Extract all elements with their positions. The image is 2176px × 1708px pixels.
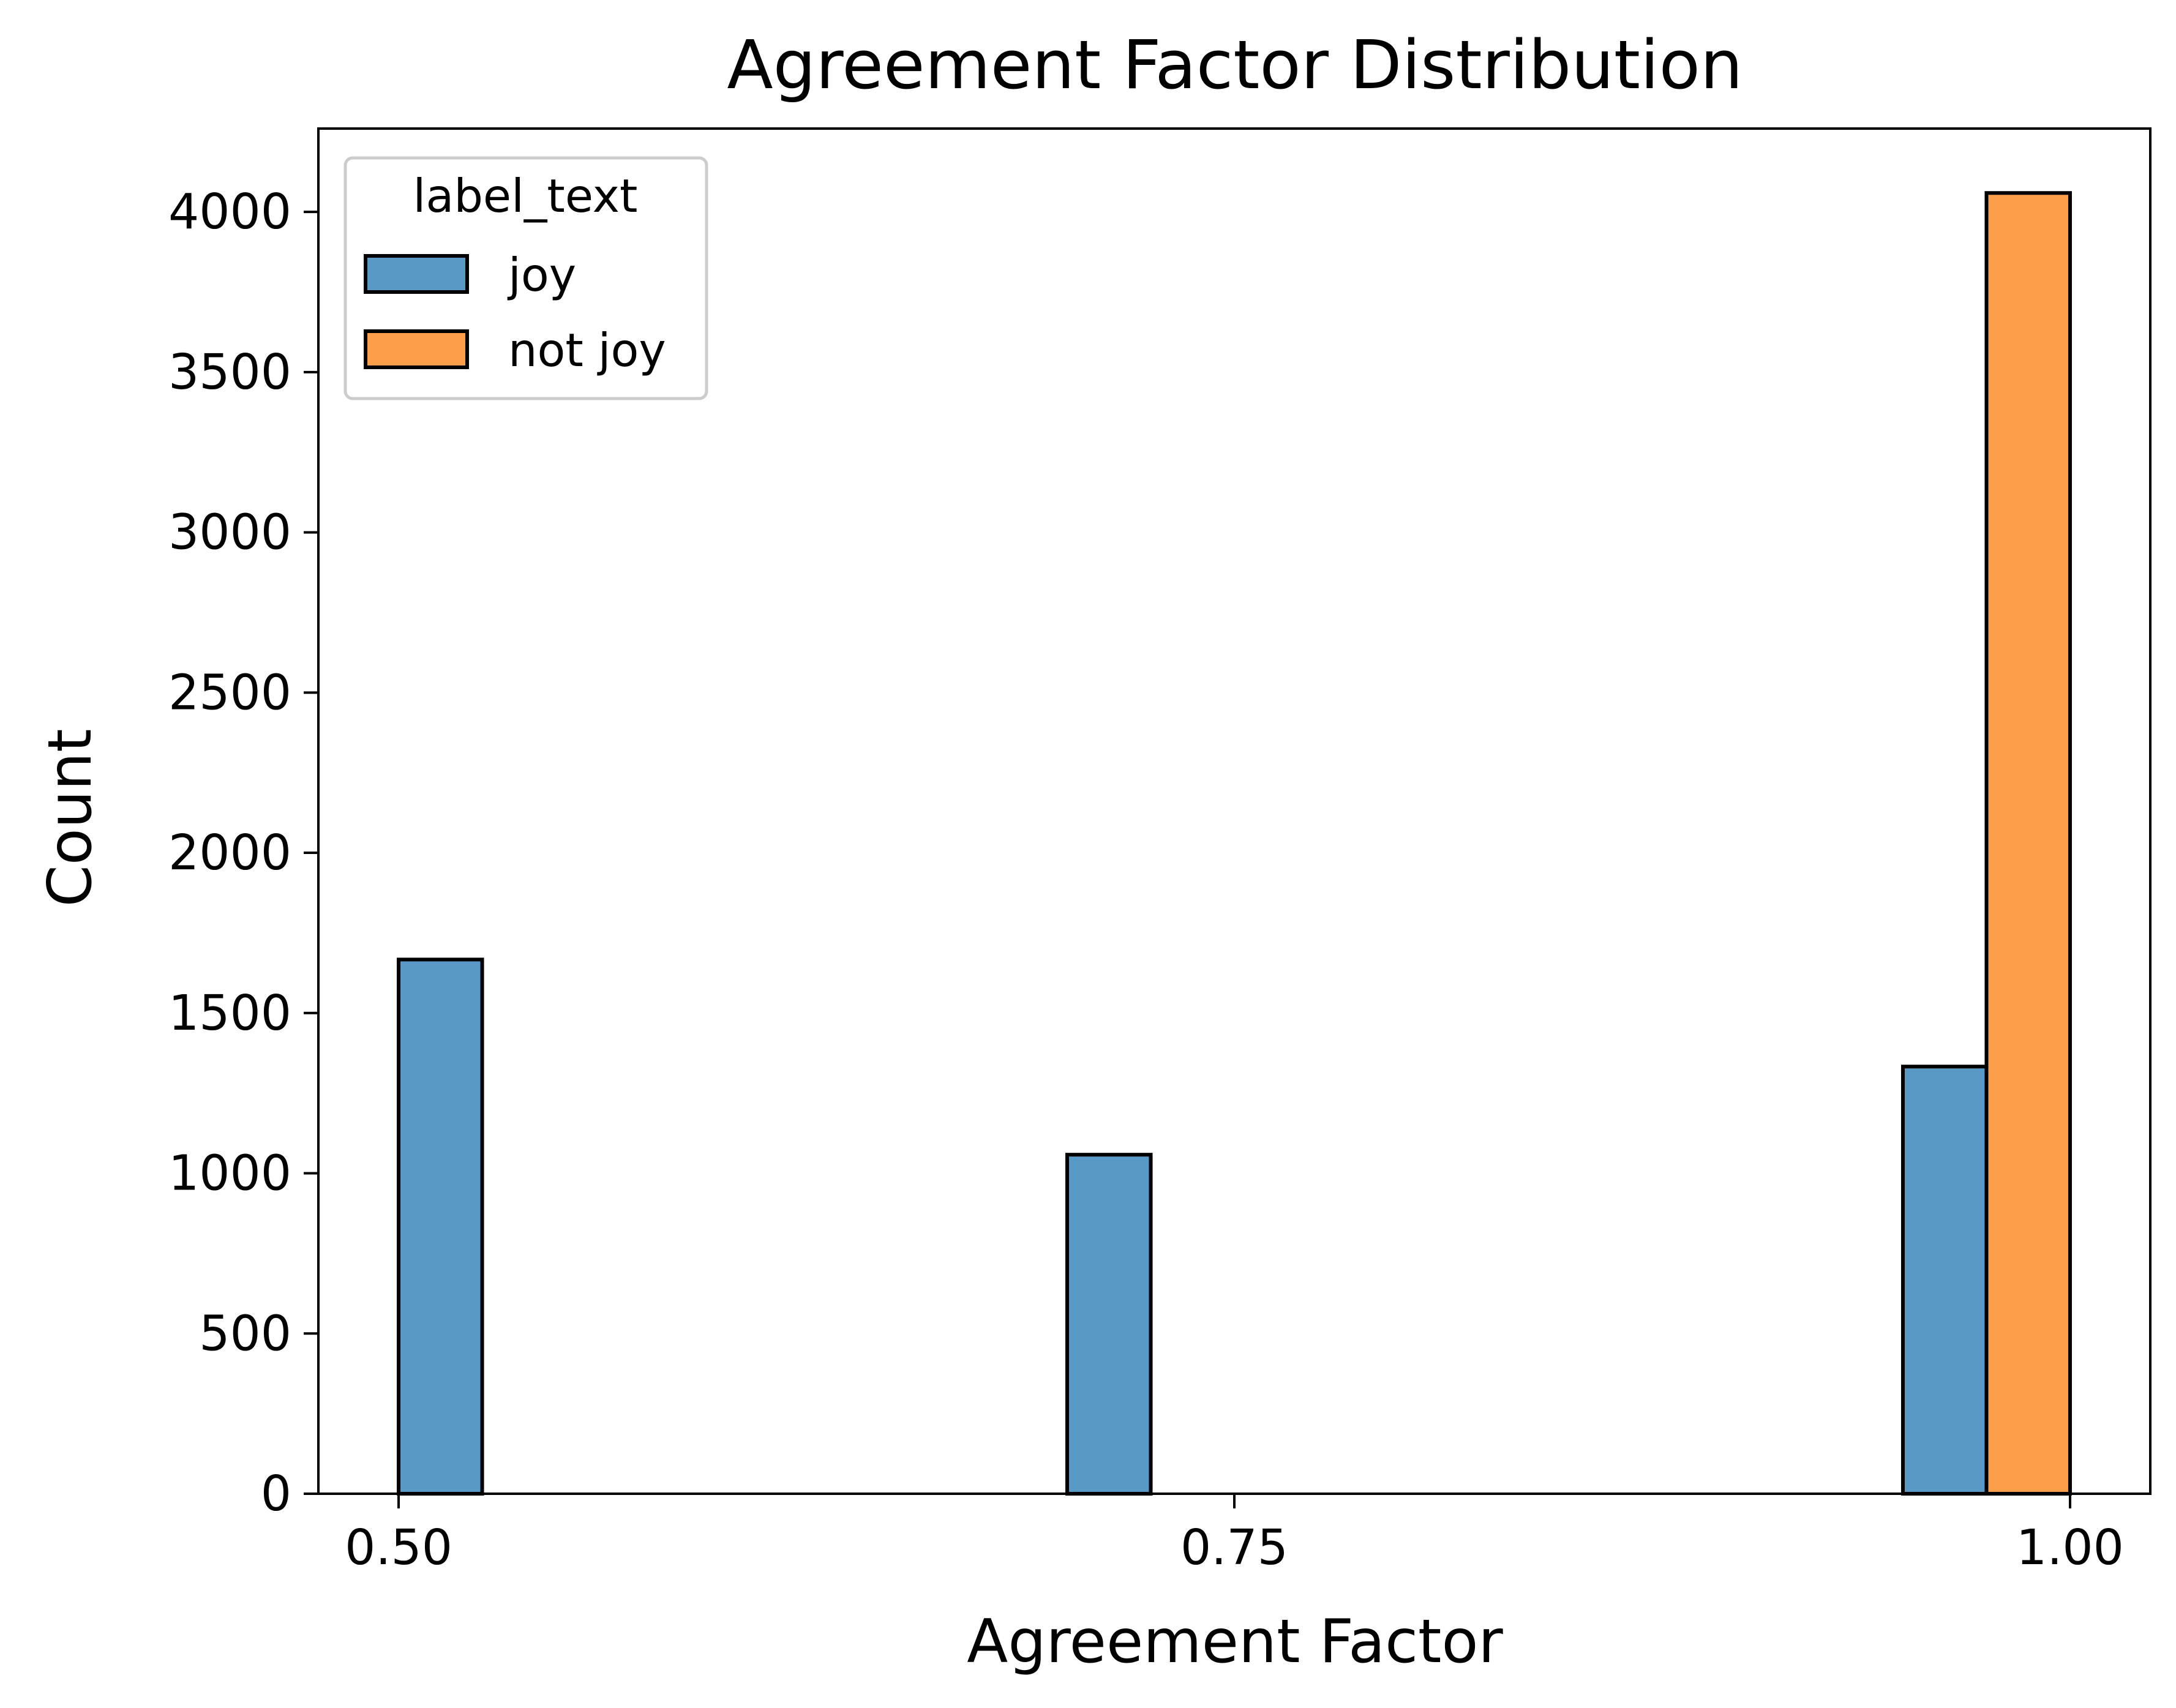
legend-label-joy: joy [507,248,576,302]
y-tick-label: 500 [199,1305,291,1362]
bar-joy-1 [1065,1153,1153,1496]
y-tick-label: 4000 [168,184,291,240]
y-axis-label: Count [36,729,105,907]
bars-layer [397,191,2072,1496]
bar-joy-2 [1900,1065,1989,1496]
legend-label-not-joy: not joy [508,323,666,377]
legend: label_text joy not joy [343,156,708,400]
y-tick-label: 1500 [168,985,291,1041]
legend-swatch-joy [364,254,469,294]
y-tick-label: 0 [261,1466,291,1522]
x-tick-label: 0.75 [1180,1519,1288,1576]
legend-title: label_text [413,169,638,223]
chart-title: Agreement Factor Distribution [727,26,1743,104]
y-tick-label: 2000 [168,825,291,881]
bar-not-joy-0 [1984,191,2072,1496]
x-tick-label: 1.00 [2016,1519,2124,1576]
y-tick-label: 3000 [168,504,291,561]
y-tick-label: 1000 [168,1145,291,1202]
y-tick-label: 3500 [168,344,291,400]
legend-swatch-not-joy [364,329,469,369]
bar-joy-0 [397,957,484,1496]
x-tick-label: 0.50 [345,1519,452,1576]
x-axis-label: Agreement Factor [967,1607,1503,1677]
x-axis: 0.50 0.75 1.00 [345,1494,2124,1576]
y-axis: 0 500 1000 1500 2000 2500 3000 3500 4000 [168,184,318,1522]
y-tick-label: 2500 [168,664,291,721]
